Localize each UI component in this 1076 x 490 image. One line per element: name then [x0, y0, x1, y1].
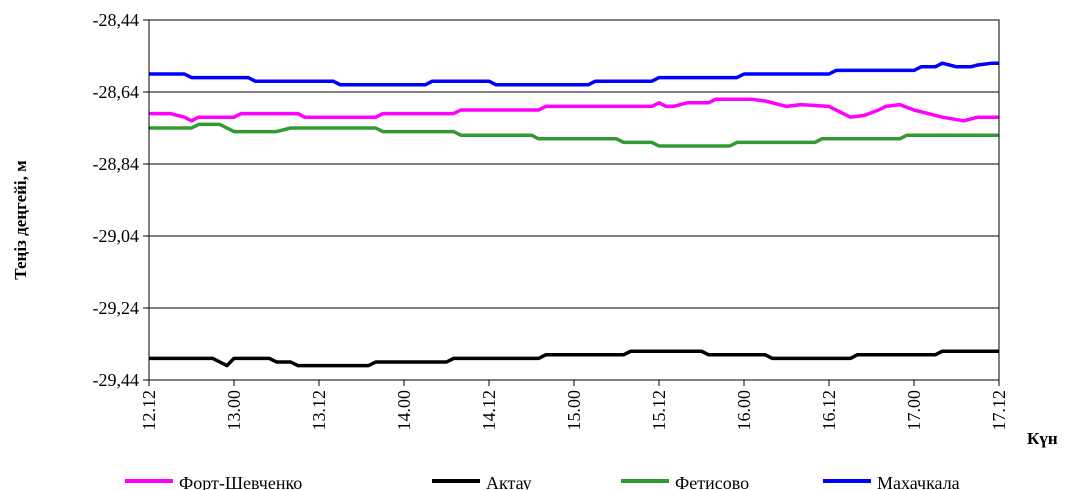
x-tick-label: 17.00	[904, 390, 924, 431]
x-tick-label: 12.12	[139, 390, 159, 431]
horizontal-gridlines	[149, 91, 999, 309]
legend-label: Фетисово	[675, 473, 749, 490]
y-tick-label: -29,24	[93, 298, 140, 318]
y-tick-label: -28,64	[93, 82, 140, 102]
y-axis-ticks: -28,44 -28,64 -28,84 -29,04 -29,24 -29,44	[93, 10, 149, 390]
x-tick-label: 14.00	[394, 390, 414, 431]
series-line-Махачкала	[149, 61, 999, 87]
legend-label: Махачкала	[877, 473, 960, 490]
x-tick-label: 15.12	[649, 390, 669, 431]
legend: Форт-Шевченко Актау Фетисово Махачкала	[125, 473, 960, 490]
x-axis-ticks: 12.12 13.00 13.12 14.00 14.12 15.00 15.12 16.00…	[139, 380, 1009, 431]
x-tick-label: 16.00	[734, 390, 754, 431]
legend-label: Актау	[486, 473, 532, 490]
x-tick-label: 15.00	[564, 390, 584, 431]
x-tick-label: 16.12	[819, 390, 839, 431]
x-tick-label: 17.12	[989, 390, 1009, 431]
plot-area-frame	[148, 19, 1000, 381]
y-tick-label: -28,44	[93, 10, 140, 30]
x-tick-label: 13.12	[309, 390, 329, 431]
series-line-Фетисово	[149, 122, 999, 148]
y-axis-title: Теңіз деңгейі, м	[11, 160, 30, 280]
series-lines	[149, 61, 999, 368]
y-tick-label: -29,44	[93, 370, 140, 390]
series-line-Актау	[149, 349, 999, 368]
x-axis-title: Күн	[1027, 429, 1058, 448]
legend-label: Форт-Шевченко	[179, 473, 302, 490]
y-tick-label: -28,84	[93, 154, 140, 174]
x-tick-label: 13.00	[224, 390, 244, 431]
x-tick-label: 14.12	[479, 390, 499, 431]
series-line-Форт-Шевченко	[149, 97, 999, 123]
y-tick-label: -29,04	[93, 226, 140, 246]
